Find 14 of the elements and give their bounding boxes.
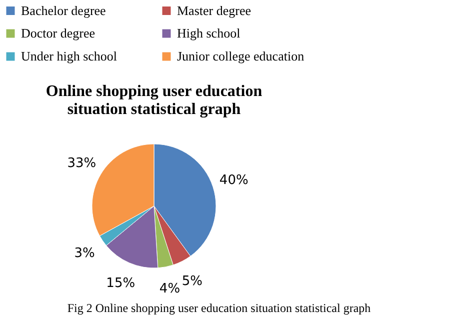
legend-label: Bachelor degree — [21, 2, 106, 18]
data-label: 15% — [106, 276, 136, 292]
caption: Fig 2 Online shopping user education situation statistical graph — [67, 301, 371, 315]
data-label: 4% — [159, 282, 180, 297]
legend-label: Under high school — [21, 48, 118, 64]
legend-label: Master degree — [177, 2, 252, 18]
legend-label: Doctor degree — [21, 26, 96, 40]
data-label: 5% — [182, 274, 202, 289]
data-label: 33% — [67, 156, 96, 172]
text: Online shopping user education situation statistical graph — [46, 83, 262, 118]
data-label: 40% — [219, 173, 248, 188]
data-label: 3% — [74, 246, 95, 262]
legend-label: High school — [177, 26, 241, 40]
legend-label: Junior college education — [177, 48, 305, 64]
